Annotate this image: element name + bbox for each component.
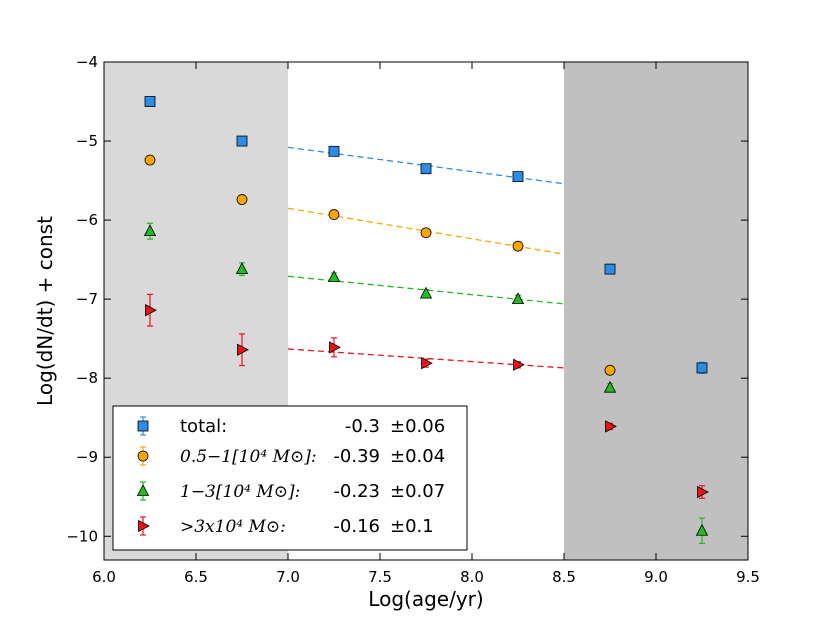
legend-entry-1-3: 1−3[10⁴ M⊙]: -0.23 ±0.07 — [136, 481, 445, 502]
point->3 — [145, 304, 157, 317]
legend-marker — [137, 420, 149, 432]
point-total — [420, 163, 432, 175]
legend-slope: -0.39 — [333, 446, 380, 467]
point-total — [512, 171, 524, 183]
point->3 — [697, 485, 709, 499]
x-tick-label: 7.0 — [276, 568, 300, 586]
point-1-3 — [603, 380, 617, 393]
shaded-region-1 — [564, 62, 748, 560]
axes-frame — [103, 61, 749, 561]
legend: total: -0.3 ±0.06 0.5−1[10⁴ M⊙]: -0.39 ±0.04 1… — [112, 405, 468, 551]
point-0.5-1 — [328, 209, 340, 220]
x-axis-label: Log(age/yr) — [368, 587, 483, 611]
y-tick-label: −7 — [76, 290, 98, 308]
axis-ticks: 6.0 6.5 7.0 7.5 8.0 8.5 9.0 9.5 −4 −5 −6 −7 −8 −9 −10 — [66, 53, 760, 586]
point-0.5-1 — [144, 154, 156, 166]
y-tick-label: −10 — [66, 527, 98, 545]
point-1-3 — [511, 292, 525, 305]
x-tick-label: 7.5 — [368, 568, 392, 586]
legend-label: >3x10⁴ M⊙: — [180, 517, 286, 537]
point-1-3 — [695, 523, 709, 536]
point-1-3 — [327, 270, 341, 282]
point->3 — [513, 358, 525, 371]
point-total — [236, 135, 248, 147]
legend-entry-total: total: -0.3 ±0.06 — [137, 416, 445, 437]
legend-marker — [136, 484, 150, 496]
legend-entry-0.5-1: 0.5−1[10⁴ M⊙]: -0.39 ±0.04 — [137, 446, 445, 467]
data-points — [143, 96, 709, 545]
legend-label: total: — [180, 416, 227, 437]
legend-error: ±0.07 — [390, 481, 445, 502]
x-tick-label: 8.5 — [552, 568, 576, 586]
point-0.5-1 — [420, 227, 432, 239]
legend-slope: -0.16 — [333, 516, 380, 537]
y-tick-label: −6 — [76, 211, 98, 229]
legend-slope: -0.23 — [333, 481, 380, 502]
legend-marker — [138, 519, 150, 533]
x-tick-label: 6.5 — [184, 568, 208, 586]
point-total — [604, 263, 616, 275]
legend-box — [112, 405, 468, 551]
x-tick-label: 6.0 — [92, 568, 116, 586]
point-total — [144, 96, 156, 107]
y-axis-label: Log(dN/dt) + const — [33, 216, 57, 406]
legend-slope: -0.3 — [345, 416, 380, 437]
point-1-3 — [419, 286, 433, 299]
legend-error: ±0.06 — [390, 416, 445, 437]
point-1-3 — [143, 224, 157, 237]
legend-entry->3: >3x10⁴ M⊙: -0.16 ±0.1 — [138, 516, 434, 537]
legend-marker — [137, 450, 149, 462]
point-total — [328, 145, 340, 157]
point->3 — [421, 357, 433, 370]
point-0.5-1 — [512, 240, 524, 252]
point-1-3 — [235, 262, 249, 275]
point-total — [696, 362, 708, 374]
point-0.5-1 — [604, 364, 616, 376]
point->3 — [329, 341, 341, 354]
x-tick-label: 8.0 — [460, 568, 484, 586]
legend-error: ±0.04 — [390, 446, 445, 467]
y-tick-label: −4 — [76, 53, 98, 71]
x-tick-label: 9.0 — [644, 568, 668, 586]
point->3 — [237, 343, 249, 356]
legend-label: 1−3[10⁴ M⊙]: — [180, 482, 300, 502]
y-tick-label: −5 — [76, 132, 98, 150]
y-tick-label: −9 — [76, 448, 98, 466]
y-tick-label: −8 — [76, 369, 98, 387]
legend-label: 0.5−1[10⁴ M⊙]: — [180, 447, 317, 467]
point-0.5-1 — [236, 194, 248, 205]
x-tick-label: 9.5 — [736, 568, 760, 586]
legend-error: ±0.1 — [390, 516, 434, 537]
point->3 — [605, 420, 617, 433]
